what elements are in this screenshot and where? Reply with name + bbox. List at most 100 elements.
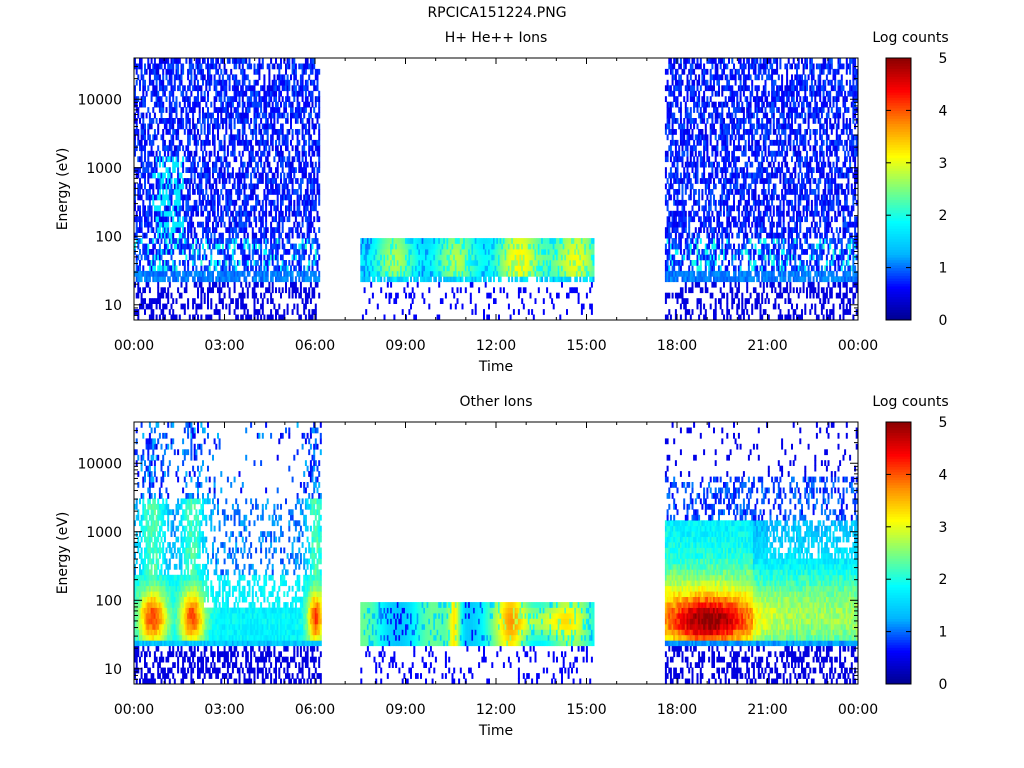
heatmap-cell <box>233 145 236 152</box>
heatmap-cell <box>139 287 141 294</box>
heatmap-cell <box>158 227 161 233</box>
heatmap-cell <box>188 58 191 64</box>
heatmap-cell <box>155 96 158 102</box>
heatmap-cell <box>375 270 378 277</box>
heatmap-cell <box>438 260 441 266</box>
heatmap-cell <box>318 243 321 250</box>
heatmap-cell <box>253 156 256 163</box>
heatmap-cell <box>142 123 145 130</box>
heatmap-cell <box>210 63 213 70</box>
heatmap-cell <box>681 189 684 195</box>
heatmap-cell <box>185 96 188 102</box>
heatmap-cell <box>135 238 138 244</box>
heatmap-cell <box>263 292 266 299</box>
heatmap-cell <box>175 189 178 195</box>
heatmap-cell <box>263 254 266 261</box>
heatmap-cell <box>678 79 681 86</box>
heatmap-cell <box>585 265 588 272</box>
heatmap-cell <box>193 205 196 212</box>
heatmap-cell <box>182 63 185 70</box>
heatmap-cell <box>433 254 436 261</box>
heatmap-cell <box>139 265 141 272</box>
heatmap-cell <box>684 303 687 310</box>
heatmap-cell <box>589 238 592 244</box>
heatmap-cell <box>212 161 214 168</box>
heatmap-cell <box>296 101 299 108</box>
heatmap-cell <box>556 265 558 272</box>
heatmap-cell <box>139 249 141 255</box>
heatmap-cell <box>301 63 304 70</box>
heatmap-cell <box>582 254 585 261</box>
heatmap-cell <box>524 254 527 261</box>
heatmap-cell <box>208 63 211 70</box>
heatmap-cell <box>674 68 677 75</box>
heatmap-cell <box>240 314 243 321</box>
heatmap-cell <box>664 265 667 272</box>
heatmap-cell <box>541 238 544 244</box>
heatmap-cell <box>241 58 244 64</box>
heatmap-cell <box>689 63 692 70</box>
heatmap-cell <box>187 74 190 81</box>
heatmap-cell <box>547 270 550 277</box>
heatmap-cell <box>280 270 282 277</box>
heatmap-cell <box>691 167 694 173</box>
heatmap-cell <box>215 183 218 190</box>
heatmap-cell <box>188 85 191 92</box>
heatmap-cell <box>556 238 558 244</box>
heatmap-cell <box>241 303 244 310</box>
heatmap-cell <box>135 232 138 239</box>
heatmap-cell <box>684 139 687 146</box>
heatmap-cell <box>152 270 155 277</box>
heatmap-cell <box>163 63 166 70</box>
heatmap-cell <box>699 139 702 146</box>
heatmap-cell <box>139 227 141 233</box>
heatmap-cell <box>230 129 233 135</box>
heatmap-cell <box>671 265 674 272</box>
heatmap-cell <box>554 270 557 277</box>
heatmap-cell <box>574 270 577 277</box>
heatmap-cell <box>280 276 282 283</box>
heatmap-cell <box>673 189 676 195</box>
heatmap-cell <box>280 292 282 299</box>
heatmap-cell <box>567 292 570 299</box>
heatmap-cell <box>544 265 547 272</box>
heatmap-cell <box>366 260 369 266</box>
heatmap-cell <box>703 254 706 261</box>
heatmap-cell <box>679 74 682 81</box>
heatmap-cell <box>373 265 376 272</box>
heatmap-cell <box>542 270 545 277</box>
heatmap-cell <box>512 238 515 244</box>
heatmap-cell <box>170 270 173 277</box>
heatmap-cell <box>304 85 307 92</box>
heatmap-cell <box>516 238 519 244</box>
heatmap-cell <box>689 270 692 277</box>
heatmap-cell <box>167 210 170 217</box>
heatmap-cell <box>268 281 271 288</box>
heatmap-cell <box>155 194 158 201</box>
heatmap-cell <box>187 276 190 283</box>
heatmap-cell <box>198 85 201 92</box>
heatmap-cell <box>140 254 143 261</box>
heatmap-cell <box>304 298 307 304</box>
heatmap-cell <box>575 238 578 244</box>
heatmap-cell <box>701 74 704 81</box>
heatmap-cell <box>260 118 263 124</box>
heatmap-cell <box>278 68 281 75</box>
heatmap-cell <box>230 112 233 119</box>
heatmap-cell <box>688 221 691 228</box>
heatmap-cell <box>514 254 517 261</box>
heatmap-cell <box>268 189 271 195</box>
heatmap-cell <box>473 276 476 283</box>
heatmap-cell <box>308 112 311 119</box>
heatmap-cell <box>476 249 479 255</box>
heatmap-cell <box>420 243 422 250</box>
heatmap-cell <box>664 227 667 233</box>
heatmap-cell <box>182 161 185 168</box>
heatmap-cell <box>526 254 529 261</box>
heatmap-cell <box>590 265 593 272</box>
heatmap-cell <box>410 303 412 310</box>
heatmap-cell <box>304 210 307 217</box>
heatmap-cell <box>212 287 214 294</box>
heatmap-cell <box>666 232 669 239</box>
heatmap-cell <box>449 303 452 310</box>
